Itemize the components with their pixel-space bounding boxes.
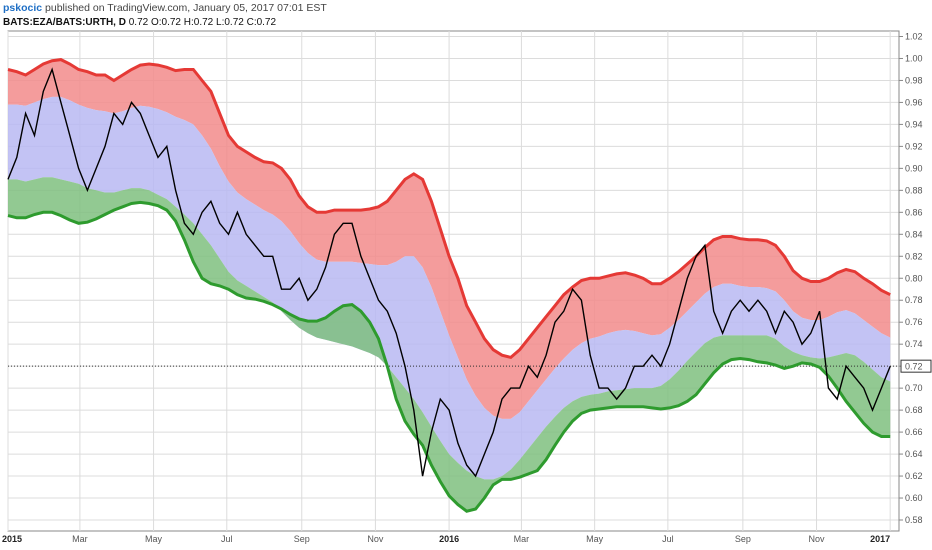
band-fills [8, 59, 891, 512]
y-tick-label: 0.74 [905, 339, 923, 349]
last-value-label: 0.72 [905, 362, 923, 372]
x-tick-label: Mar [514, 534, 530, 544]
band-lines [7, 58, 899, 513]
y-tick-label: 0.78 [905, 295, 923, 305]
y-tick-label: 0.64 [905, 449, 923, 459]
y-tick-label: 0.66 [905, 427, 923, 437]
y-tick-label: 0.60 [905, 493, 923, 503]
y-tick-label: 0.98 [905, 75, 923, 85]
y-tick-label: 0.96 [905, 97, 923, 107]
x-tick-label: May [586, 534, 604, 544]
middle-band-fill [8, 96, 891, 480]
publish-info: pskocic published on TradingView.com, Ja… [3, 1, 923, 16]
y-tick-label: 0.62 [905, 471, 923, 481]
ohlc-values: 0.72 O:0.72 H:0.72 L:0.72 C:0.72 [128, 17, 277, 28]
y-tick-label: 0.92 [905, 141, 923, 151]
x-tick-label: Nov [367, 534, 384, 544]
lower-band-fill [8, 177, 891, 512]
y-tick-label: 1.00 [905, 53, 923, 63]
x-tick-label: Sep [294, 534, 310, 544]
y-tick-label: 0.86 [905, 207, 923, 217]
lower-band-line [7, 200, 891, 513]
y-tick-label: 0.88 [905, 185, 923, 195]
y-tick-label: 0.82 [905, 251, 923, 261]
x-tick-label: Jul [662, 534, 674, 544]
y-tick-label: 0.90 [905, 163, 923, 173]
y-tick-label: 0.58 [905, 515, 923, 525]
y-tick-label: 0.70 [905, 383, 923, 393]
x-axis: 2015 Mar May Jul Sep Nov 2016 Mar May Jul Sep Nov 20… [2, 534, 890, 544]
upper-band-line [7, 58, 891, 360]
last-value-box [900, 359, 932, 373]
x-tick-label: 2017 [870, 534, 890, 544]
symbol-info: BATS:EZA/BATS:URTH, D 0.72 O:0.72 H:0.72… [3, 16, 923, 30]
price-line [7, 67, 891, 478]
y-tick-label: 0.76 [905, 317, 923, 327]
y-tick-label: 0.84 [905, 229, 923, 239]
author-link[interactable]: pskocic [3, 2, 43, 14]
y-tick-label: 0.94 [905, 119, 923, 129]
x-tick-label: Jul [221, 534, 233, 544]
x-tick-label: Mar [72, 534, 88, 544]
x-tick-label: May [145, 534, 163, 544]
x-tick-label: Sep [735, 534, 751, 544]
symbol-label: BATS:EZA/BATS:URTH, D [3, 17, 126, 28]
x-tick-label: 2015 [2, 534, 22, 544]
chart-header: pskocic published on TradingView.com, Ja… [3, 1, 923, 30]
y-axis: 1.02 1.00 0.98 0.96 0.94 0.92 0.90 0.88 0.86 0.84… [898, 31, 923, 531]
y-tick-label: 1.02 [905, 31, 923, 41]
publish-text: published on TradingView.com, January 05… [45, 2, 327, 14]
x-tick-label: 2016 [439, 534, 459, 544]
y-tick-label: 0.80 [905, 273, 923, 283]
y-tick-label: 0.68 [905, 405, 923, 415]
upper-band-fill [8, 59, 891, 419]
x-tick-label: Nov [809, 534, 826, 544]
last-value-marker: 0.72 [900, 359, 932, 373]
